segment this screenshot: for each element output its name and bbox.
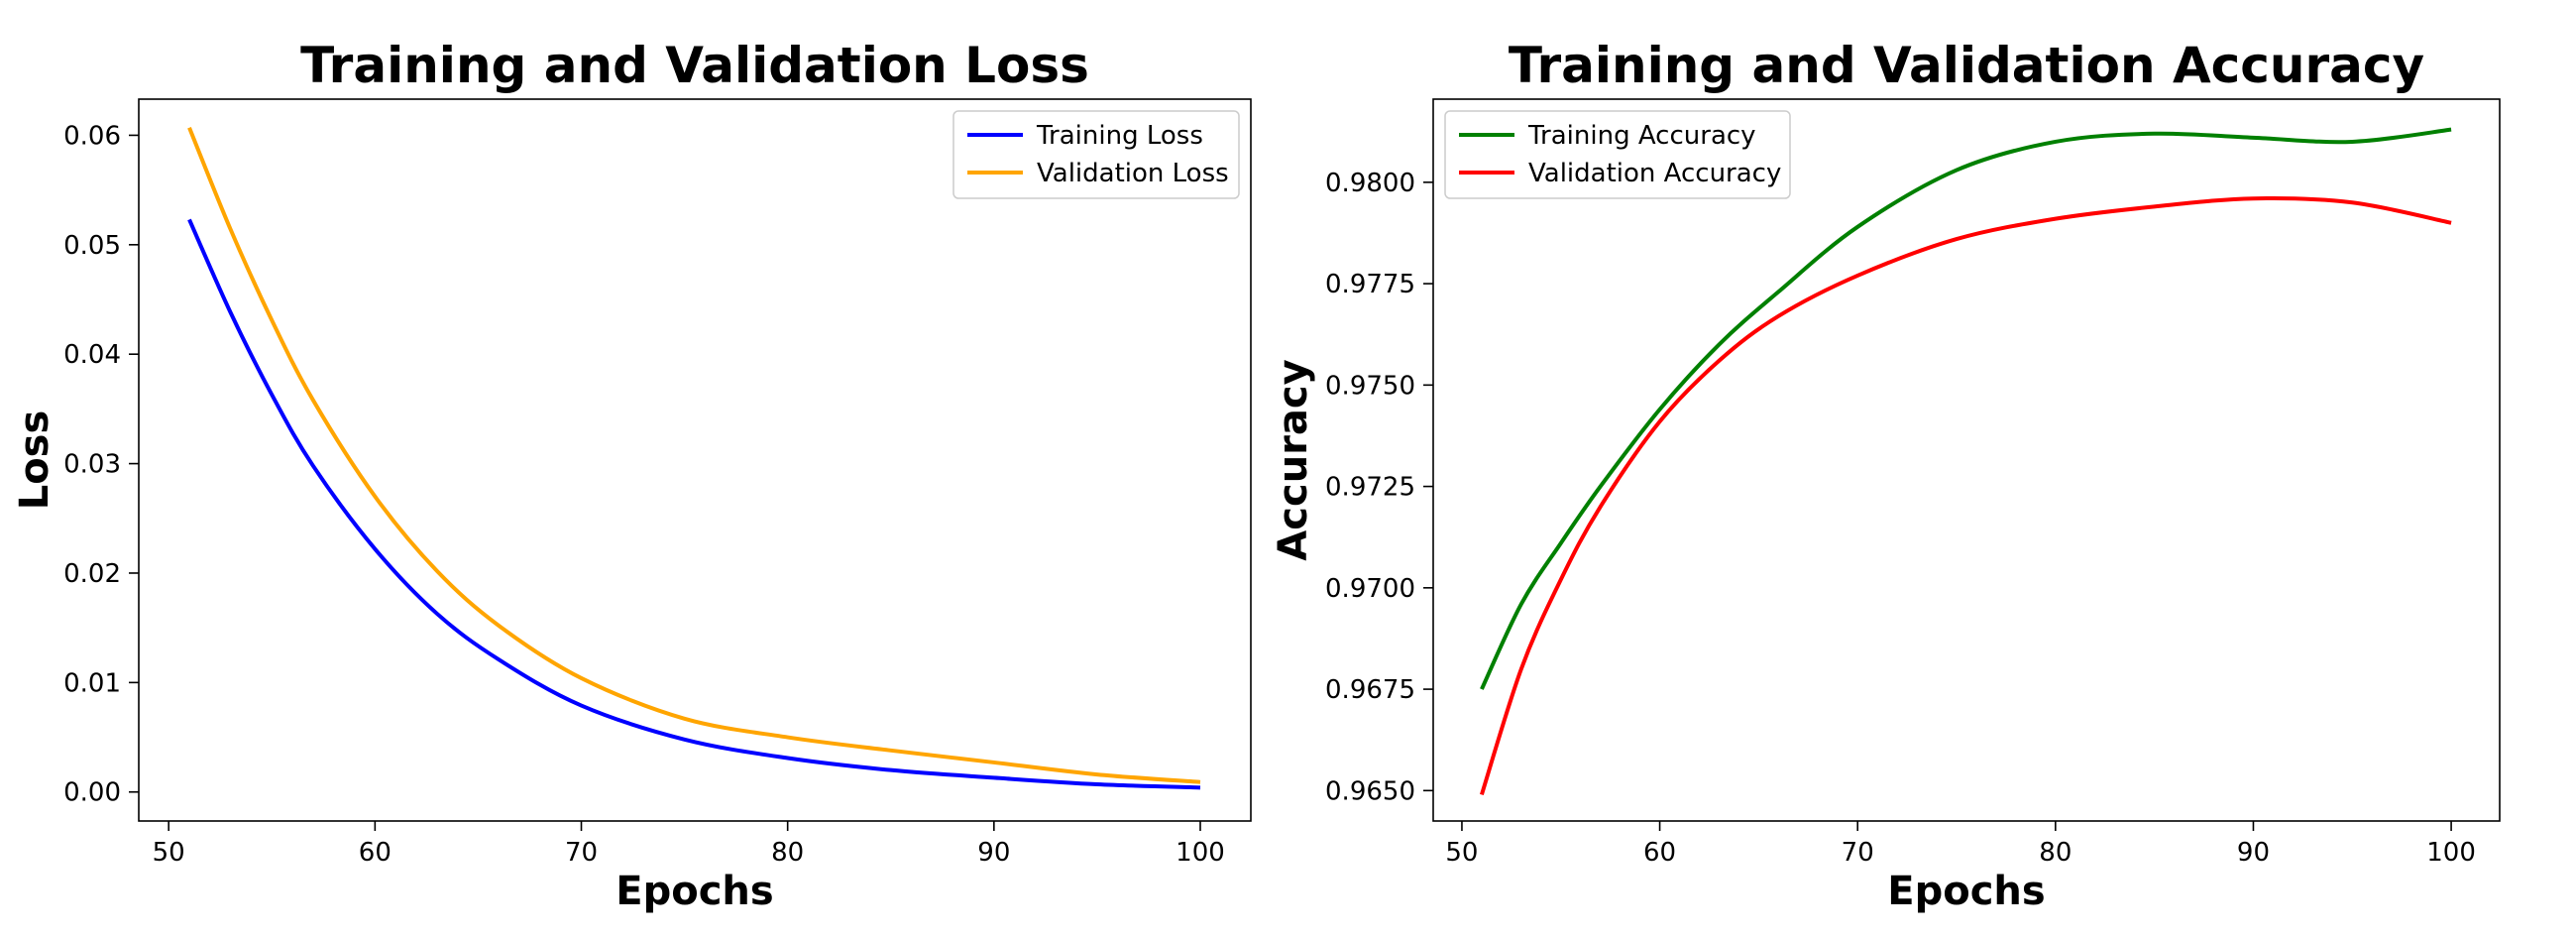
x-tick-label: 80 — [771, 838, 804, 868]
chart-1: 50 60 70 80 90 100 0.00 0.01 0.02 0.03 0.04 0.05 0.0… — [12, 37, 1252, 914]
series-line-validation-loss — [187, 126, 1201, 784]
x-tick-label: 50 — [1445, 838, 1478, 868]
x-axis-label: Epochs — [616, 869, 773, 914]
y-axis-label: Accuracy — [1271, 359, 1316, 560]
y-tick-label: 0.02 — [63, 559, 121, 589]
y-axis-label: Loss — [12, 410, 57, 511]
y-tick-label: 0.9800 — [1325, 169, 1415, 198]
chart-2: 50 60 70 80 90 100 0.9650 0.9675 0.9700 0.9725 0.9… — [1271, 37, 2501, 914]
x-axis-label: Epochs — [1887, 869, 2045, 914]
y-tick-label: 0.01 — [63, 668, 121, 698]
x-tick-label: 50 — [153, 838, 185, 868]
y-tick-label: 0.9775 — [1325, 270, 1415, 299]
legend-label: Training Accuracy — [1527, 121, 1756, 151]
x-tick-label: 60 — [359, 838, 392, 868]
x-tick-label: 60 — [1643, 838, 1676, 868]
y-tick-label: 0.9675 — [1325, 675, 1415, 705]
legend: Training Accuracy Validation Accuracy — [1444, 110, 1791, 199]
chart-title: Training and Validation Loss — [300, 37, 1089, 94]
legend: Training Loss Validation Loss — [952, 110, 1240, 199]
x-tick-label: 80 — [2039, 838, 2072, 868]
x-tick-label: 90 — [977, 838, 1010, 868]
series-line-training-loss — [187, 218, 1201, 790]
y-tick-label: 0.9700 — [1325, 574, 1415, 604]
legend-box — [952, 110, 1240, 199]
x-tick-label: 100 — [1176, 838, 1225, 868]
y-tick-label: 0.05 — [63, 231, 121, 261]
x-tick-label: 90 — [2237, 838, 2270, 868]
y-tick-label: 0.04 — [63, 340, 121, 370]
legend-label: Validation Loss — [1037, 159, 1229, 188]
legend-box — [1444, 110, 1791, 199]
y-tick-label: 0.00 — [63, 778, 121, 808]
chart-title: Training and Validation Accuracy — [1509, 37, 2424, 94]
series-line-validation-accuracy — [1480, 195, 2452, 796]
x-tick-label: 70 — [565, 838, 598, 868]
y-tick-label: 0.9725 — [1325, 473, 1415, 503]
y-tick-label: 0.03 — [63, 450, 121, 480]
axes-frame — [1432, 98, 2501, 822]
y-tick-label: 0.06 — [63, 121, 121, 151]
series-line-training-accuracy — [1480, 127, 2452, 690]
legend-label: Validation Accuracy — [1528, 159, 1781, 188]
x-tick-label: 100 — [2426, 838, 2476, 868]
axes-frame — [138, 98, 1252, 822]
legend-label: Training Loss — [1036, 121, 1203, 151]
y-tick-label: 0.9650 — [1325, 776, 1415, 806]
x-tick-label: 70 — [1842, 838, 1874, 868]
y-tick-label: 0.9750 — [1325, 371, 1415, 401]
